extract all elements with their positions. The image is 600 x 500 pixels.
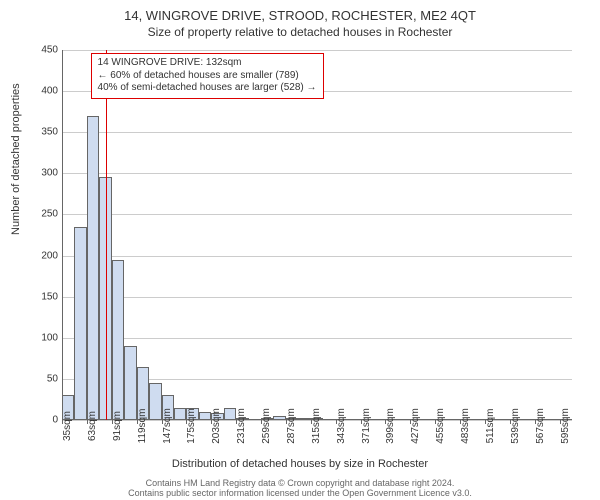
y-tick-label: 200 [18, 250, 58, 261]
x-tick [236, 420, 237, 424]
histogram-bar [74, 227, 86, 420]
x-tick [460, 420, 461, 424]
annotation-line2: ← 60% of detached houses are smaller (78… [98, 70, 317, 83]
x-tick [162, 420, 163, 424]
histogram-bar [149, 383, 161, 420]
y-tick-label: 50 [18, 373, 58, 384]
x-tick [261, 420, 262, 424]
chart-container: 14, WINGROVE DRIVE, STROOD, ROCHESTER, M… [0, 0, 600, 500]
y-tick-label: 300 [18, 168, 58, 179]
y-tick-label: 450 [18, 45, 58, 56]
x-tick [211, 420, 212, 424]
y-tick-label: 150 [18, 291, 58, 302]
x-tick [485, 420, 486, 424]
x-tick [87, 420, 88, 424]
annotation-line3: 40% of semi-detached houses are larger (… [98, 82, 317, 95]
x-tick [560, 420, 561, 424]
gridline [62, 50, 572, 51]
annotation-box: 14 WINGROVE DRIVE: 132sqm← 60% of detach… [91, 53, 324, 99]
gridline [62, 214, 572, 215]
y-tick-label: 100 [18, 332, 58, 343]
histogram-bar [87, 116, 99, 420]
gridline [62, 297, 572, 298]
gridline [62, 132, 572, 133]
histogram-bar [124, 346, 136, 420]
gridline [62, 256, 572, 257]
license-line2: Contains public sector information licen… [128, 488, 472, 498]
x-tick [435, 420, 436, 424]
gridline [62, 338, 572, 339]
y-tick-label: 350 [18, 127, 58, 138]
x-tick [361, 420, 362, 424]
y-tick-label: 400 [18, 86, 58, 97]
x-tick [286, 420, 287, 424]
x-tick [62, 420, 63, 424]
x-tick [510, 420, 511, 424]
sub-title: Size of property relative to detached ho… [0, 23, 600, 39]
histogram-bar [112, 260, 124, 420]
y-axis-line [62, 50, 63, 420]
x-axis-label: Distribution of detached houses by size … [0, 458, 600, 470]
gridline [62, 173, 572, 174]
marker-line [106, 50, 107, 420]
x-tick [410, 420, 411, 424]
license-line1: Contains HM Land Registry data © Crown c… [146, 478, 455, 488]
main-title: 14, WINGROVE DRIVE, STROOD, ROCHESTER, M… [0, 0, 600, 23]
x-tick [186, 420, 187, 424]
license-text: Contains HM Land Registry data © Crown c… [0, 478, 600, 498]
x-tick [311, 420, 312, 424]
x-tick [112, 420, 113, 424]
x-tick [336, 420, 337, 424]
y-tick-label: 250 [18, 209, 58, 220]
x-tick [137, 420, 138, 424]
annotation-line1: 14 WINGROVE DRIVE: 132sqm [98, 57, 317, 70]
plot-area: 05010015020025030035040045035sqm63sqm91s… [62, 50, 572, 420]
chart-area: 05010015020025030035040045035sqm63sqm91s… [62, 50, 572, 420]
y-tick-label: 0 [18, 415, 58, 426]
x-tick [535, 420, 536, 424]
x-tick [385, 420, 386, 424]
